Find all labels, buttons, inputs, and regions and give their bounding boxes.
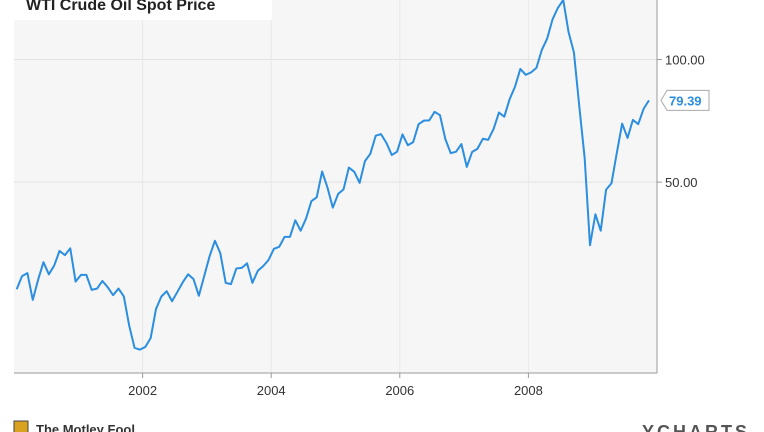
current-value-badge: 79.39 [660, 89, 710, 111]
current-value-box [660, 89, 710, 111]
logo-icon [13, 420, 29, 432]
x-tick-label: 2008 [514, 383, 543, 398]
x-tick-label: 2006 [385, 383, 414, 398]
x-tick-label: 2004 [257, 383, 286, 398]
x-tick-label: 2002 [128, 383, 157, 398]
title-box [14, 0, 272, 20]
y-tick-label: 100.00 [665, 53, 705, 68]
source: The Motley Fool [36, 422, 135, 432]
brand: YCHARTS [642, 422, 750, 432]
data-line [15, 0, 650, 351]
current-value-label: 79.39 [669, 93, 702, 108]
ticks: 50.00 100.00 2002 2004 2006 2008 [128, 53, 705, 398]
chart-title: WTI Crude Oil Spot Price [26, 0, 215, 14]
grid [14, 0, 657, 373]
y-tick-label: 50.00 [665, 175, 698, 190]
lines [15, 0, 650, 351]
plot-background [14, 0, 657, 373]
